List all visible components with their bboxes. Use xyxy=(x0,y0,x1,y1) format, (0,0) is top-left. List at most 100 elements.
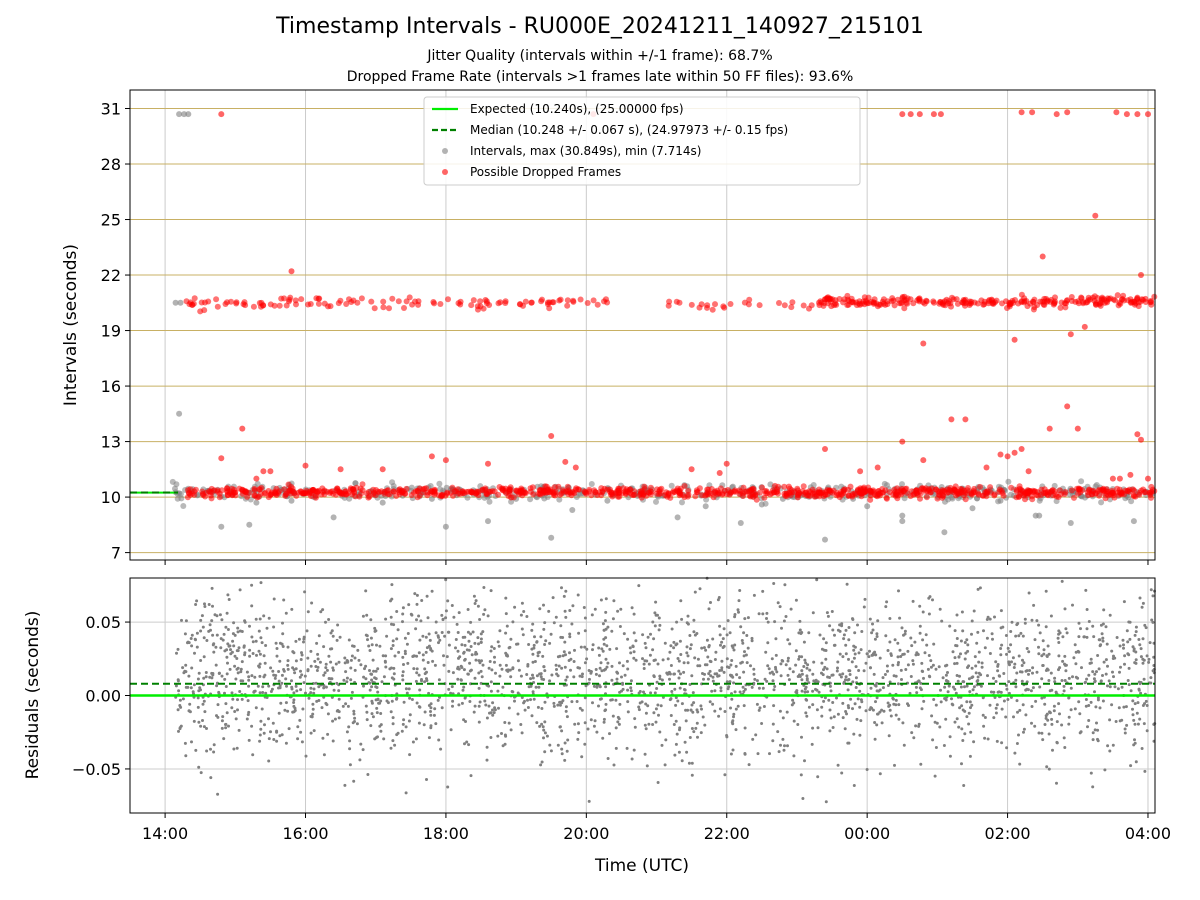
residual-point xyxy=(803,658,807,662)
residual-point xyxy=(968,754,972,758)
interval-point xyxy=(335,300,342,307)
interval-point xyxy=(945,489,952,496)
residual-point xyxy=(1048,710,1051,714)
interval-point xyxy=(342,488,349,495)
residual-point xyxy=(999,609,1003,613)
residual-point xyxy=(529,684,533,688)
residual-point xyxy=(906,649,910,653)
residual-point xyxy=(965,638,969,642)
residual-point xyxy=(1124,705,1128,709)
residual-point xyxy=(765,679,769,683)
residual-point xyxy=(907,704,910,707)
interval-point xyxy=(337,466,344,473)
residual-point xyxy=(840,771,844,775)
residual-point xyxy=(909,675,913,678)
interval-point xyxy=(428,495,435,502)
residual-point xyxy=(337,697,341,701)
residual-point xyxy=(595,730,599,734)
interval-point xyxy=(222,301,229,307)
residual-point xyxy=(548,641,552,645)
residual-point xyxy=(938,725,942,729)
residual-point xyxy=(1005,652,1008,656)
residual-point xyxy=(1050,717,1054,721)
residual-point xyxy=(341,704,345,708)
residual-point xyxy=(523,708,527,712)
interval-point xyxy=(937,111,944,118)
interval-point xyxy=(485,518,491,525)
residual-point xyxy=(718,633,722,637)
residual-point xyxy=(885,600,889,604)
residual-point xyxy=(894,698,898,702)
residual-point xyxy=(1101,636,1105,640)
residual-point xyxy=(1102,660,1106,664)
residual-point xyxy=(1132,718,1136,722)
residual-point xyxy=(632,650,636,654)
residual-point xyxy=(277,686,280,690)
residual-point xyxy=(708,669,712,673)
residual-point xyxy=(946,680,950,683)
interval-point xyxy=(1138,436,1144,443)
residual-point xyxy=(836,763,840,767)
interval-point xyxy=(324,488,330,495)
residual-point xyxy=(757,612,761,616)
residual-point xyxy=(725,657,729,661)
residual-point xyxy=(685,651,689,655)
residual-point xyxy=(296,725,300,729)
interval-point xyxy=(1131,298,1138,305)
residual-point xyxy=(602,717,606,721)
residual-point xyxy=(814,678,818,682)
residual-point xyxy=(794,649,798,653)
interval-point xyxy=(1057,304,1064,311)
residual-point xyxy=(728,680,732,684)
interval-point xyxy=(723,460,730,467)
residual-point xyxy=(873,683,877,687)
residual-point xyxy=(414,737,418,741)
interval-point xyxy=(948,303,954,310)
residual-point xyxy=(377,701,381,705)
residual-point xyxy=(563,741,567,745)
residual-point xyxy=(955,674,959,677)
residual-point xyxy=(1042,648,1046,652)
residual-point xyxy=(634,639,638,643)
residual-point xyxy=(473,704,477,708)
residual-point xyxy=(1007,660,1011,664)
residual-point xyxy=(852,784,856,787)
residual-point xyxy=(1047,652,1051,656)
residual-point xyxy=(728,631,732,635)
residual-point xyxy=(919,762,923,766)
residuals-points xyxy=(174,576,1157,804)
interval-point xyxy=(180,503,187,509)
residual-point xyxy=(529,677,533,681)
residual-point xyxy=(654,707,658,711)
residual-point xyxy=(993,615,996,619)
residual-point xyxy=(331,739,335,743)
residual-point xyxy=(521,633,525,637)
residual-point xyxy=(965,700,969,704)
residual-point xyxy=(467,743,471,747)
residual-point xyxy=(264,644,268,647)
residual-point xyxy=(1128,637,1132,641)
residual-point xyxy=(583,629,587,633)
residual-point xyxy=(227,598,231,601)
residual-point xyxy=(753,677,757,681)
residual-point xyxy=(265,626,269,630)
residual-point xyxy=(974,671,978,675)
residual-point xyxy=(483,699,487,703)
interval-point xyxy=(1134,111,1141,118)
residual-point xyxy=(209,747,212,751)
residual-point xyxy=(598,685,602,689)
interval-point xyxy=(883,494,890,501)
residual-point xyxy=(423,710,427,714)
interval-point xyxy=(969,505,976,512)
residuals-x-tick-label: 16:00 xyxy=(282,824,328,843)
residual-point xyxy=(1069,708,1073,712)
residual-point xyxy=(738,676,742,680)
residual-point xyxy=(885,664,889,668)
interval-point xyxy=(833,301,840,308)
residual-point xyxy=(826,675,830,679)
residual-point xyxy=(626,700,630,704)
residual-point xyxy=(811,689,815,693)
residual-point xyxy=(865,652,869,656)
residual-point xyxy=(806,663,810,667)
